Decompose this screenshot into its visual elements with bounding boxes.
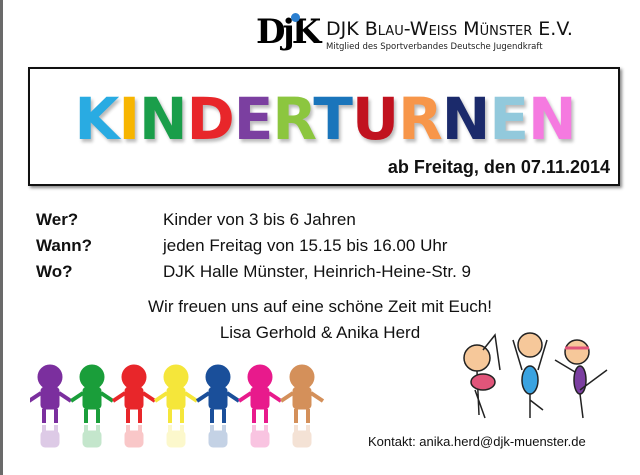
contact-email[interactable]: Kontakt: anika.herd@djk-muenster.de — [368, 434, 586, 449]
gymnastics-figures — [463, 332, 608, 419]
message: Wir freuen uns auf eine schöne Zeit mit … — [148, 297, 492, 316]
title-letter: T — [313, 85, 353, 153]
value-wann: jeden Freitag von 15.15 bis 16.00 Uhr — [163, 236, 448, 255]
club-name: DJK Blau-Weiss Münster E.V. — [326, 18, 573, 40]
title-letter: K — [74, 85, 119, 153]
signature: Lisa Gerhold & Anika Herd — [219, 323, 421, 342]
label-wer: Wer? — [36, 210, 79, 229]
kids-silhouettes — [30, 364, 325, 448]
kid-silhouette — [111, 364, 157, 448]
kid-silhouette — [195, 364, 241, 448]
title-letter: U — [352, 85, 399, 153]
title-letter: N — [441, 85, 491, 153]
club-subtitle: Mitglied des Sportverbandes Deutsche Jug… — [326, 42, 543, 52]
value-wer: Kinder von 3 bis 6 Jahren — [163, 210, 356, 229]
value-wo: DJK Halle Münster, Heinrich-Heine-Str. 9 — [163, 262, 472, 281]
start-date: ab Freitag, den 07.11.2014 — [387, 157, 610, 177]
title-box: KINDERTURNEN ab Freitag, den 07.11.2014 — [28, 67, 620, 186]
djk-logo: DjK — [256, 12, 321, 52]
kid-silhouette — [30, 364, 73, 448]
kid-silhouette — [69, 364, 115, 448]
title-letter: D — [186, 85, 235, 153]
title-letter: N — [527, 85, 577, 153]
title-letter: N — [139, 85, 188, 153]
title-kinderturnen: KINDERTURNEN — [60, 87, 590, 151]
logo-dot — [291, 13, 300, 22]
title-letter: R — [272, 85, 314, 153]
title-letter: I — [118, 85, 140, 153]
title-letter: E — [233, 85, 274, 153]
title-letter: E — [489, 85, 529, 153]
kid-silhouette — [153, 364, 199, 448]
label-wo: Wo? — [36, 262, 73, 281]
title-letter: R — [398, 85, 443, 153]
page-border — [0, 0, 3, 475]
kid-silhouette — [237, 364, 283, 448]
label-wann: Wann? — [36, 236, 93, 255]
kid-silhouette — [279, 364, 325, 448]
